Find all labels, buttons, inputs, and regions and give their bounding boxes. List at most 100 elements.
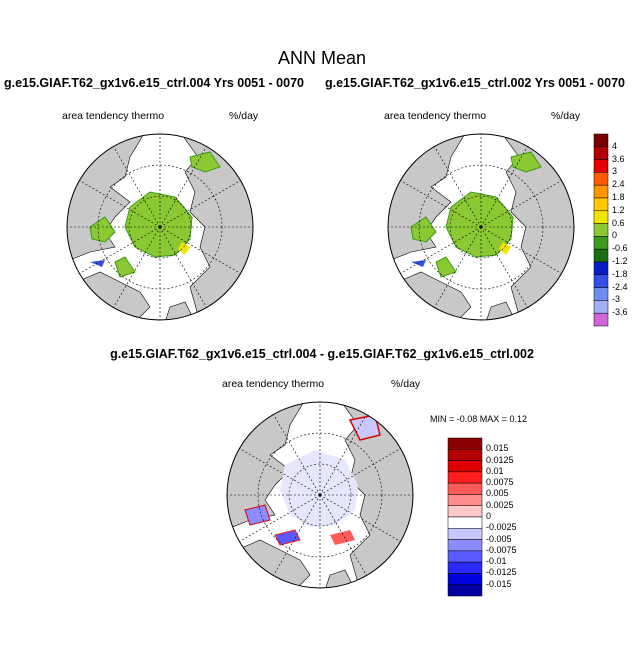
- colorbar-box: [447, 584, 483, 597]
- colorbar-tick-label: 0.015: [486, 443, 509, 454]
- colorbar-tick-label: 0: [612, 230, 618, 241]
- colorbar-box: [593, 223, 609, 237]
- colorbar-tick-label: 0.0025: [486, 499, 514, 510]
- colorbar-box: [593, 261, 609, 276]
- colorbar-tick-label: -0.005: [486, 533, 512, 544]
- colorbar-tick-label: -0.015: [486, 578, 512, 589]
- baffin-ice-field: [114, 256, 136, 278]
- meridian-line: [113, 226, 161, 308]
- colorbar-tick-label: -0.0125: [486, 567, 517, 578]
- left-variable-label: area tendency thermo: [62, 110, 165, 122]
- colorbar-box: [447, 516, 483, 529]
- colorbar-box: [447, 471, 483, 484]
- meridian-line: [319, 414, 367, 496]
- meridian-line: [480, 226, 562, 274]
- meridian-line: [319, 448, 401, 496]
- colorbar-box: [593, 133, 609, 148]
- meridian-line: [480, 226, 528, 308]
- colorbar-tick-label: 0.6: [612, 217, 625, 228]
- map-right: [387, 133, 575, 321]
- meridian-line: [480, 146, 528, 228]
- meridian-line: [400, 180, 482, 228]
- colorbar-tick-label: 0.01: [486, 465, 504, 476]
- diff-bering-field: [348, 414, 381, 441]
- colorbar-box: [593, 274, 609, 288]
- meridian-line: [434, 226, 482, 308]
- left-units-label: %/day: [229, 110, 259, 122]
- colorbar-box: [447, 494, 483, 506]
- colorbar-tick-label: 3.6: [612, 153, 625, 164]
- meridian-line: [79, 226, 161, 274]
- meridian-line: [159, 226, 241, 274]
- colorbar-tick-label: 4: [612, 140, 618, 151]
- colorbar-box: [593, 159, 609, 173]
- colorbar-box: [593, 197, 609, 212]
- meridian-line: [319, 494, 401, 542]
- meridian-line: [159, 146, 207, 228]
- left-case-title: g.e15.GIAF.T62_gx1v6.e15_ctrl.004 Yrs 00…: [4, 76, 304, 90]
- diff-baffin-field: [274, 529, 301, 546]
- melt-patch: [178, 242, 190, 255]
- colorbar-box: [593, 300, 609, 314]
- colorbar-bottom: [447, 437, 483, 597]
- hudson-ice-field: [410, 216, 437, 243]
- colorbar-box: [447, 460, 483, 473]
- meridian-line: [79, 180, 161, 228]
- meridian-line: [113, 146, 161, 228]
- colorbar-tick-label: -0.01: [486, 556, 507, 567]
- diff-barents-field: [330, 530, 355, 545]
- colorbar-bottom-labels: 0.015 0.0125 0.01 0.0075 0.005 0.0025 0 -0.0025…: [486, 438, 536, 596]
- difference-title: g.e15.GIAF.T62_gx1v6.e15_ctrl.004 - g.e1…: [110, 347, 534, 361]
- meridian-line: [434, 146, 482, 228]
- meridian-line: [400, 226, 482, 274]
- colorbar-box: [447, 539, 483, 552]
- colorbar-tick-label: 1.8: [612, 192, 625, 202]
- bering-ice-field: [510, 151, 542, 173]
- diff-variable-label: area tendency thermo: [222, 378, 325, 390]
- colorbar-box: [447, 505, 483, 518]
- freeze-patch: [411, 260, 426, 267]
- latitude-circle: [288, 463, 352, 527]
- colorbar-box: [447, 561, 483, 574]
- colorbar-tick-label: -1.2: [612, 256, 628, 266]
- colorbar-tick-label: -2.4: [612, 281, 628, 292]
- colorbar-tick-label: -3: [612, 294, 621, 305]
- colorbar-box: [593, 312, 609, 327]
- colorbar-box: [447, 528, 483, 540]
- meridian-line: [159, 226, 207, 308]
- colorbar-tick-label: -3.6: [612, 307, 628, 318]
- colorbar-box: [447, 573, 483, 585]
- meridian-line: [159, 180, 241, 228]
- map-left: [66, 133, 254, 321]
- colorbar-tick-label: 0.0075: [486, 477, 514, 488]
- freeze-patch: [90, 260, 105, 267]
- colorbar-box: [593, 172, 609, 186]
- colorbar-box: [447, 550, 483, 563]
- colorbar-tick-label: 0: [486, 511, 492, 521]
- colorbar-box: [593, 184, 609, 199]
- colorbar-box: [593, 236, 609, 250]
- meridian-line: [480, 180, 562, 228]
- map-border: [66, 133, 254, 321]
- meridian-line: [239, 448, 321, 496]
- meridian-line: [319, 494, 367, 576]
- right-units-label: %/day: [551, 110, 581, 122]
- colorbar-box: [447, 449, 483, 461]
- colorbar-box: [593, 210, 609, 224]
- min-max-label: MIN = -0.08 MAX = 0.12: [430, 414, 528, 424]
- colorbar-tick-label: -1.8: [612, 268, 628, 279]
- diff-central-field: [280, 450, 358, 527]
- figure-title: ANN Mean: [277, 48, 367, 68]
- colorbar-tick-label: 0.0125: [486, 454, 514, 465]
- melt-patch: [499, 242, 511, 255]
- right-case-title: g.e15.GIAF.T62_gx1v6.e15_ctrl.002 Yrs 00…: [325, 76, 625, 90]
- colorbar-tick-label: -0.0075: [486, 544, 517, 555]
- latitude-circle: [449, 195, 513, 259]
- latitude-circle: [128, 195, 192, 259]
- colorbar-box: [593, 248, 609, 263]
- colorbar-tick-label: 3: [612, 166, 618, 177]
- hudson-ice-field: [89, 216, 116, 243]
- colorbar-top-labels: 4 3.6 3 2.4 1.8 1.2 0.6 0 -0.6 -1.2 -1.8 -2.4 -3 -3.6: [612, 134, 642, 326]
- colorbar-top: [593, 133, 609, 327]
- colorbar-tick-label: -0.0025: [486, 522, 517, 533]
